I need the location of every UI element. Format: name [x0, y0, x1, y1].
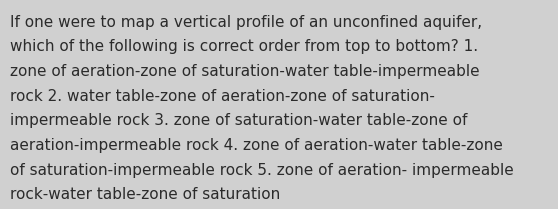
Text: zone of aeration-zone of saturation-water table-impermeable: zone of aeration-zone of saturation-wate…	[10, 64, 480, 79]
Text: aeration-impermeable rock 4. zone of aeration-water table-zone: aeration-impermeable rock 4. zone of aer…	[10, 138, 503, 153]
Text: of saturation-impermeable rock 5. zone of aeration- impermeable: of saturation-impermeable rock 5. zone o…	[10, 163, 514, 178]
Text: which of the following is correct order from top to bottom? 1.: which of the following is correct order …	[10, 39, 478, 54]
Text: impermeable rock 3. zone of saturation-water table-zone of: impermeable rock 3. zone of saturation-w…	[10, 113, 468, 128]
Text: rock 2. water table-zone of aeration-zone of saturation-: rock 2. water table-zone of aeration-zon…	[10, 89, 435, 104]
Text: If one were to map a vertical profile of an unconfined aquifer,: If one were to map a vertical profile of…	[10, 15, 482, 30]
Text: rock-water table-zone of saturation: rock-water table-zone of saturation	[10, 187, 280, 202]
